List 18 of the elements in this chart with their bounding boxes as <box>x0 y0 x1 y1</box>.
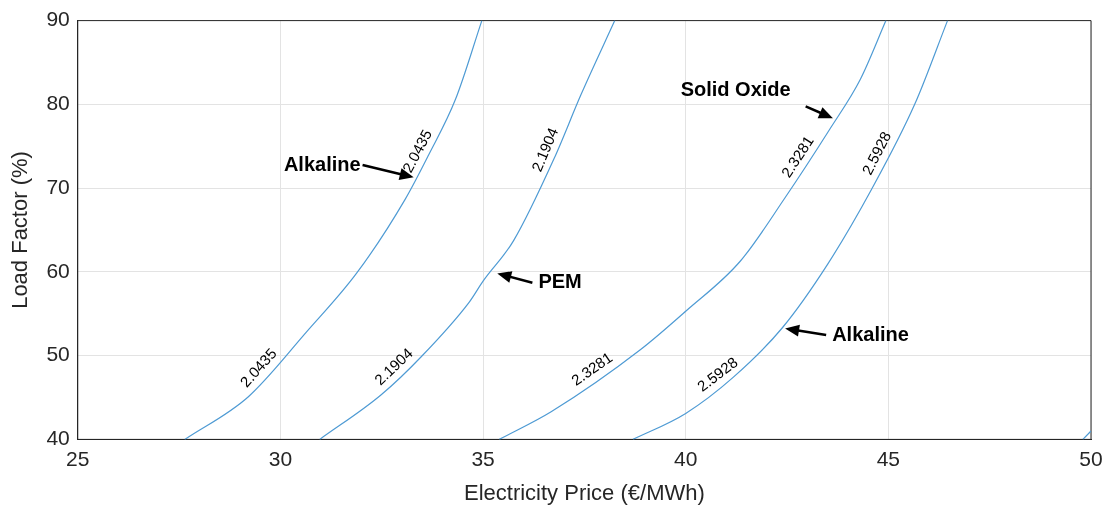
x-axis-title: Electricity Price (€/MWh) <box>463 479 705 505</box>
annotation: PEM <box>538 270 582 293</box>
x-tick-label: 35 <box>471 446 495 470</box>
y-tick-label: 50 <box>46 342 70 366</box>
annotation: Alkaline <box>283 152 361 175</box>
annotation: Alkaline <box>832 322 909 345</box>
y-tick-label: 70 <box>46 174 70 198</box>
y-tick-label: 60 <box>46 258 70 282</box>
line-series <box>184 20 483 440</box>
x-tick-label: 40 <box>674 446 698 470</box>
x-tick-label: 50 <box>1079 446 1103 470</box>
x-tick-label: 45 <box>876 446 901 470</box>
y-tick-label: 90 <box>46 7 70 31</box>
y-axis-title: Load Factor (%) <box>7 151 33 309</box>
annotation: Solid Oxide <box>680 77 791 100</box>
line-series <box>632 20 949 440</box>
x-tick-label: 30 <box>268 446 293 470</box>
y-tick-label: 80 <box>46 91 70 115</box>
